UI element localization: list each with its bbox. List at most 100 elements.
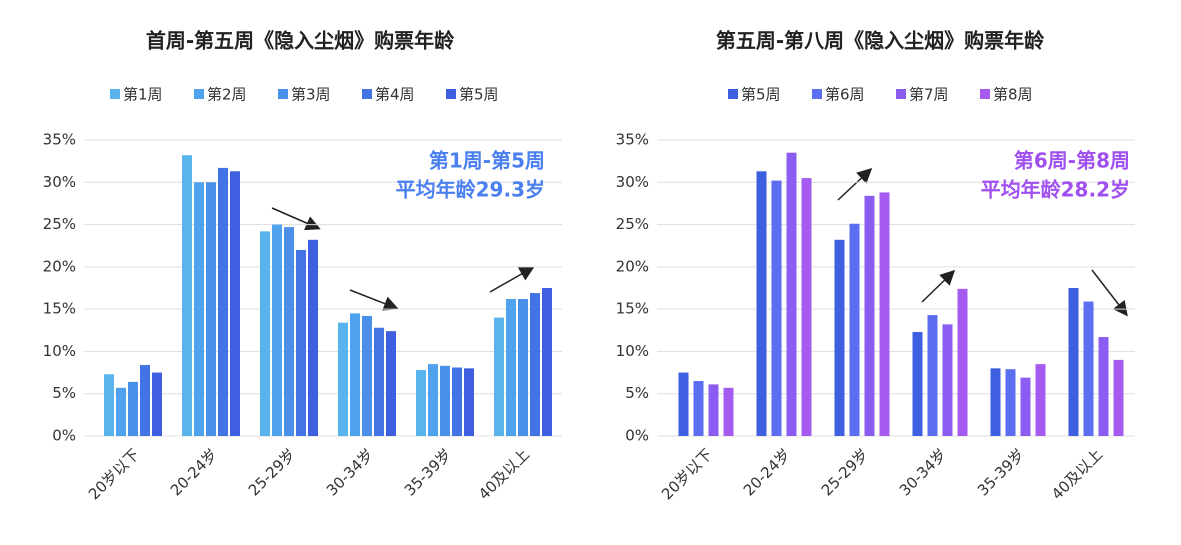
bar (1098, 337, 1109, 436)
arrow (349, 289, 399, 311)
y-tick-label: 35% (616, 131, 649, 149)
y-tick-label: 25% (43, 215, 76, 233)
y-tick-label: 25% (616, 215, 649, 233)
legend-swatch (980, 89, 990, 99)
y-tick-label: 0% (625, 427, 649, 445)
bar (230, 171, 240, 436)
x-tick-label: 25-29岁 (818, 445, 872, 499)
legend-swatch (110, 89, 120, 99)
y-tick-label: 15% (616, 300, 649, 318)
y-tick-label: 35% (43, 131, 76, 149)
bar (494, 317, 504, 436)
legend-swatch (446, 89, 456, 99)
x-tick-label: 20岁以下 (658, 445, 716, 503)
bar (530, 293, 540, 436)
bar (708, 384, 719, 436)
bar (1083, 301, 1094, 436)
arrow (837, 167, 873, 201)
bar (957, 288, 968, 436)
bar (678, 372, 689, 436)
bar (771, 180, 782, 436)
x-tick-label: 35-39岁 (974, 445, 1028, 499)
bar (140, 364, 150, 436)
y-tick-label: 0% (52, 427, 76, 445)
arrow (489, 266, 535, 293)
bar (912, 331, 923, 436)
y-tick-label: 15% (43, 300, 76, 318)
x-tick-label: 40及以上 (475, 445, 533, 503)
legend-label: 第1周 (123, 86, 163, 104)
legend-swatch (278, 89, 288, 99)
bar (990, 368, 1001, 436)
bar (218, 167, 228, 436)
arrow (1091, 269, 1128, 317)
chart-title: 首周-第五周《隐入尘烟》购票年龄 (146, 29, 455, 53)
arrow (921, 269, 956, 303)
bar (849, 223, 860, 436)
bar (128, 381, 138, 436)
x-tick-label: 30-34岁 (896, 445, 950, 499)
legend-label: 第4周 (375, 86, 415, 104)
legend-label: 第5周 (459, 86, 499, 104)
y-tick-label: 5% (52, 384, 76, 402)
y-tick-label: 20% (43, 257, 76, 275)
legend-swatch (362, 89, 372, 99)
bar (1005, 369, 1016, 436)
x-tick-label: 20岁以下 (85, 445, 143, 503)
bar (927, 315, 938, 436)
y-tick-label: 5% (625, 384, 649, 402)
x-tick-label: 30-34岁 (323, 445, 377, 499)
legend-label: 第3周 (291, 86, 331, 104)
bar (338, 322, 348, 436)
annotation: 平均年龄29.3岁 (396, 178, 545, 202)
y-tick-label: 30% (43, 173, 76, 191)
bar (152, 372, 162, 436)
bar (1068, 288, 1079, 436)
legend-label: 第8周 (993, 86, 1033, 104)
bar (194, 182, 204, 436)
bar (518, 298, 528, 436)
x-tick-label: 25-29岁 (245, 445, 299, 499)
bar (693, 381, 704, 436)
bar (296, 249, 306, 436)
bar (350, 313, 360, 436)
legend-swatch (812, 89, 822, 99)
bar (284, 227, 294, 436)
bar (182, 155, 192, 437)
bar (1113, 359, 1124, 436)
y-tick-label: 10% (43, 342, 76, 360)
bar (786, 152, 797, 436)
bar (428, 364, 438, 436)
legend-label: 第2周 (207, 86, 247, 104)
legend-swatch (194, 89, 204, 99)
bar (362, 315, 372, 436)
legend-label: 第5周 (741, 86, 781, 104)
bar (506, 298, 516, 436)
bar (308, 239, 318, 436)
bar (834, 239, 845, 436)
bar (272, 224, 282, 436)
bar (374, 327, 384, 436)
y-tick-label: 20% (616, 257, 649, 275)
legend-swatch (728, 89, 738, 99)
bar (452, 367, 462, 436)
bar (464, 368, 474, 436)
bar (942, 324, 953, 436)
x-tick-label: 35-39岁 (401, 445, 455, 499)
bar (756, 171, 767, 436)
bar (723, 387, 734, 436)
y-tick-label: 10% (616, 342, 649, 360)
chart-title: 第五周-第八周《隐入尘烟》购票年龄 (716, 29, 1045, 53)
bar (386, 331, 396, 436)
bar (116, 387, 126, 436)
x-tick-label: 40及以上 (1048, 445, 1106, 503)
annotation: 第6周-第8周 (1014, 149, 1130, 173)
annotation: 第1周-第5周 (429, 149, 545, 173)
bar (440, 365, 450, 436)
bar (1020, 377, 1031, 436)
bar (104, 374, 114, 436)
x-tick-label: 20-24岁 (167, 445, 221, 499)
x-tick-label: 20-24岁 (740, 445, 794, 499)
bar (879, 192, 890, 436)
bar (1035, 364, 1046, 436)
